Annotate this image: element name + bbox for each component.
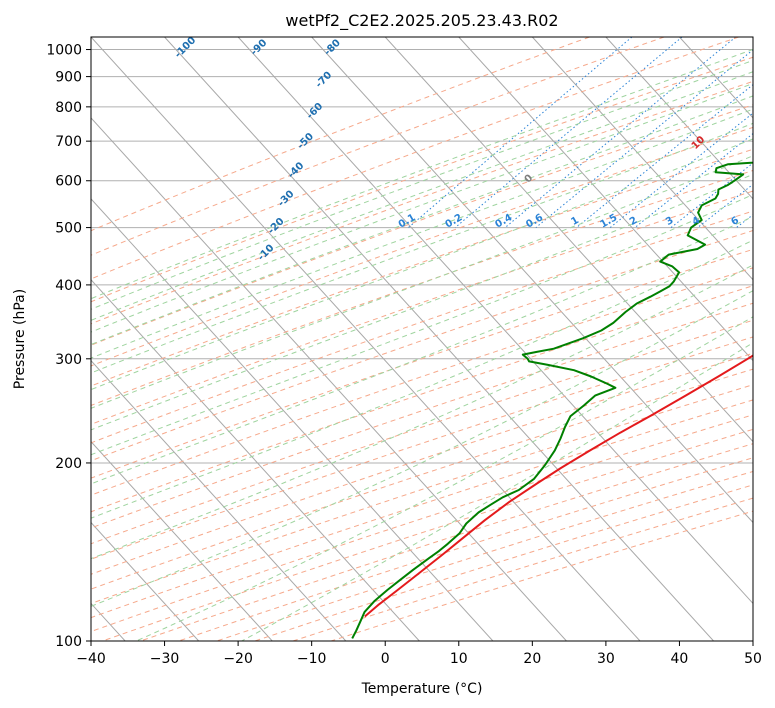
isotherm--60 (91, 198, 494, 641)
y-tick-label: 200 (55, 456, 82, 472)
moist-adiabat-40 (136, 316, 753, 641)
y-axis-label: Pressure (hPa) (12, 289, 28, 389)
mixing-ratio-label: 2 (628, 215, 640, 228)
moist-adiabat-8 (91, 138, 753, 391)
mixing-ratio-1.5 (609, 112, 753, 228)
plot-frame (90, 36, 754, 642)
x-tick-label: −30 (150, 651, 180, 667)
moist-adiabat-12 (91, 155, 753, 409)
x-tick-label: 10 (450, 651, 468, 667)
dry-adiabat-70 (91, 248, 753, 479)
y-tick-label: 100 (55, 634, 82, 650)
isotherm-20 (531, 37, 753, 281)
dry-adiabat-40 (91, 190, 753, 425)
isotherms (91, 37, 753, 641)
isotherm-0 (384, 37, 753, 443)
x-tick-label: 40 (671, 651, 689, 667)
x-tick-label: 30 (597, 651, 615, 667)
mixing-ratio-0.2 (454, 37, 683, 228)
x-tick-label: 50 (744, 651, 762, 667)
isotherm--80 (91, 359, 347, 641)
moist-adiabat-44 (241, 342, 753, 641)
dry-adiabat--40 (91, 37, 665, 256)
isotherm--70 (91, 279, 420, 641)
dry-adiabat-0 (91, 104, 753, 346)
moist-adiabat--16 (91, 59, 753, 310)
isotherm--100 (91, 521, 200, 641)
profile-line-2 (351, 161, 753, 639)
x-tick-label: −40 (76, 651, 106, 667)
mixing-ratio-label: 1 (569, 215, 581, 228)
profile-line-1 (364, 354, 753, 618)
y-tick-label: 800 (55, 100, 82, 116)
x-axis-label: Temperature (°C) (361, 681, 483, 697)
moist-adiabat-36 (91, 290, 753, 607)
x-tick-label: 20 (523, 651, 541, 667)
mixing-ratio-label: 6 (729, 215, 741, 228)
dry-adiabat-120 (91, 336, 753, 560)
isotherm--20 (237, 37, 753, 605)
profile-lines (351, 161, 753, 639)
dry-adiabat-150 (91, 384, 753, 605)
isotherm--30 (164, 37, 714, 641)
moist-adiabat--8 (91, 82, 753, 333)
mixing-ratio-0.1 (408, 37, 633, 228)
y-axis-ticks: 100 200 300 400 500 600 700 800 900 1000 (46, 43, 91, 650)
y-tick-label: 700 (55, 134, 82, 150)
dry-adiabat-50 (91, 210, 753, 444)
moist-adiabat-32 (91, 264, 753, 560)
chart-title: wetPf2_C2E2.2025.205.23.43.R02 (285, 11, 558, 31)
isotherm-10 (458, 37, 753, 362)
x-tick-label: 0 (381, 651, 390, 667)
isotherm-30 (605, 37, 753, 200)
y-tick-label: 500 (55, 221, 82, 237)
moist-adiabat--12 (91, 71, 753, 321)
dry-adiabat--50 (91, 37, 590, 232)
moist-adiabat--20 (91, 48, 753, 300)
dry-adiabat--30 (91, 37, 739, 280)
mixing-ratio-label: 3 (664, 215, 676, 228)
dry-adiabat-10 (91, 126, 753, 367)
isotherm--90 (91, 440, 273, 641)
y-tick-label: 900 (55, 70, 82, 86)
x-tick-label: −10 (297, 651, 327, 667)
y-tick-label: 300 (55, 352, 82, 368)
mixing-ratio-1 (576, 84, 753, 228)
moist-adiabat-28 (91, 239, 753, 519)
y-tick-label: 1000 (46, 43, 82, 59)
mixing-ratio-0.6 (535, 49, 753, 228)
x-tick-label: −20 (223, 651, 253, 667)
moist-adiabat-20 (91, 193, 753, 456)
moist-adiabat-16 (91, 173, 753, 431)
mixing-ratio-0.4 (504, 37, 737, 228)
y-tick-label: 600 (55, 174, 82, 190)
x-axis-ticks: −40 −30 −20 −10 0 10 20 30 40 50 (76, 641, 762, 667)
dry-adiabat-100 (91, 302, 753, 529)
moist-adiabats (91, 48, 753, 641)
isotherm--50 (91, 117, 567, 641)
y-tick-label: 400 (55, 278, 82, 294)
mixing-ratio-label: 4 (691, 215, 703, 228)
isotherm--40 (91, 37, 641, 641)
